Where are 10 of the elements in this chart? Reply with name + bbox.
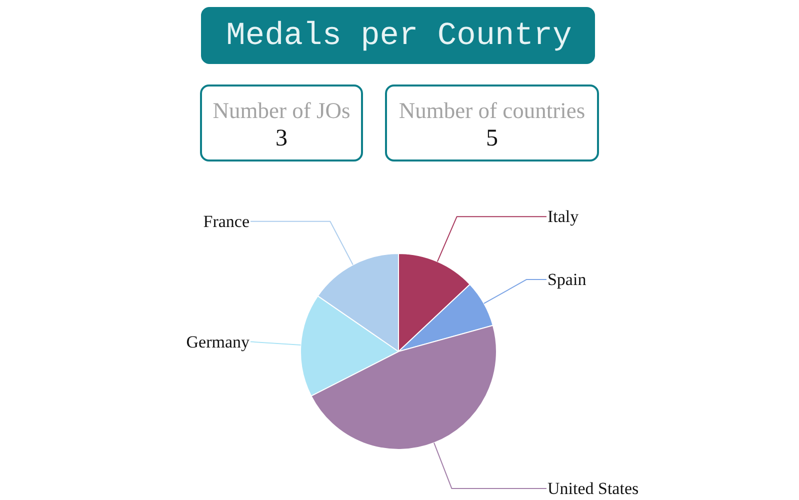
slice-label: United States — [547, 479, 639, 498]
text: 5 — [486, 126, 498, 152]
text: Medals per Country — [226, 17, 572, 54]
slice-label: Spain — [547, 270, 587, 289]
slice-label: France — [203, 212, 250, 231]
text: Number of JOs — [212, 98, 350, 123]
slice-label: Italy — [547, 207, 580, 226]
text: 3 — [276, 126, 288, 152]
slice-label: Germany — [186, 332, 250, 352]
text: Number of countries — [398, 98, 586, 123]
